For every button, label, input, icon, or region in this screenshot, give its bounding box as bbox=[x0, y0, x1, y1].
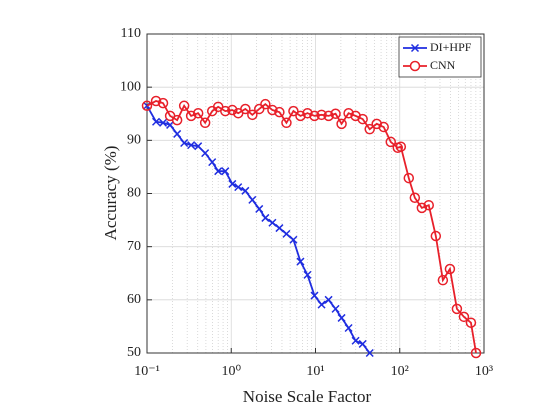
marker bbox=[316, 109, 327, 121]
marker bbox=[166, 120, 175, 129]
x-tick-label: 10¹ bbox=[306, 364, 324, 379]
marker bbox=[423, 199, 435, 211]
legend-marker bbox=[410, 43, 420, 53]
marker bbox=[274, 106, 285, 118]
marker bbox=[199, 117, 211, 129]
plot-frame bbox=[146, 33, 485, 354]
marker bbox=[395, 141, 407, 152]
marker bbox=[430, 230, 442, 242]
marker bbox=[302, 107, 313, 119]
series-line bbox=[146, 105, 371, 354]
marker bbox=[261, 213, 270, 222]
marker bbox=[228, 179, 237, 188]
marker bbox=[268, 218, 277, 227]
x-tick-label: 10² bbox=[391, 364, 409, 379]
marker bbox=[364, 123, 375, 135]
y-tick-label: 60 bbox=[127, 292, 141, 307]
marker bbox=[255, 204, 264, 213]
marker bbox=[220, 105, 231, 117]
marker bbox=[234, 183, 243, 192]
marker bbox=[365, 348, 374, 358]
marker bbox=[267, 104, 278, 116]
y-tick-label: 70 bbox=[127, 239, 141, 254]
marker bbox=[192, 107, 204, 119]
marker bbox=[248, 195, 257, 204]
marker bbox=[403, 172, 415, 184]
marker bbox=[208, 158, 217, 167]
marker bbox=[201, 149, 210, 158]
legend-marker bbox=[409, 60, 421, 72]
marker bbox=[409, 192, 421, 204]
marker bbox=[240, 103, 251, 115]
marker bbox=[465, 317, 477, 328]
marker bbox=[303, 270, 312, 279]
marker bbox=[416, 202, 428, 214]
marker bbox=[289, 235, 298, 244]
marker bbox=[296, 257, 305, 266]
marker bbox=[344, 323, 353, 333]
x-tick-label: 10³ bbox=[475, 364, 493, 379]
marker bbox=[324, 295, 333, 304]
y-tick-label: 110 bbox=[121, 26, 141, 41]
marker bbox=[385, 136, 397, 148]
marker bbox=[173, 129, 182, 138]
y-tick-label: 100 bbox=[120, 79, 141, 94]
marker bbox=[227, 104, 238, 116]
marker bbox=[282, 229, 291, 238]
marker bbox=[343, 107, 354, 119]
marker bbox=[185, 110, 197, 122]
marker bbox=[357, 113, 368, 125]
y-axis-label: Accuracy (%) bbox=[101, 146, 120, 241]
marker bbox=[247, 109, 258, 121]
marker bbox=[194, 142, 203, 151]
marker bbox=[288, 105, 299, 117]
series-line bbox=[146, 100, 477, 354]
legend-label: CNN bbox=[430, 58, 456, 72]
marker bbox=[331, 304, 340, 313]
marker bbox=[451, 303, 463, 315]
marker bbox=[323, 110, 334, 122]
marker bbox=[171, 114, 183, 126]
marker bbox=[317, 300, 326, 309]
marker bbox=[351, 336, 360, 345]
marker bbox=[309, 110, 320, 122]
marker bbox=[180, 138, 189, 148]
legend-label: DI+HPF bbox=[430, 40, 472, 54]
marker bbox=[330, 108, 341, 119]
y-tick-label: 90 bbox=[127, 133, 141, 148]
marker bbox=[152, 117, 161, 126]
marker bbox=[437, 274, 449, 286]
marker bbox=[275, 224, 284, 233]
marker bbox=[470, 347, 482, 359]
marker bbox=[178, 100, 190, 112]
marker bbox=[378, 121, 389, 133]
y-tick-label: 80 bbox=[127, 186, 141, 201]
marker bbox=[141, 100, 153, 112]
marker bbox=[221, 167, 230, 176]
marker bbox=[214, 167, 223, 176]
marker bbox=[358, 339, 367, 348]
y-tick-label: 50 bbox=[127, 345, 141, 360]
marker bbox=[281, 117, 292, 129]
marker bbox=[337, 313, 346, 322]
marker bbox=[444, 263, 456, 275]
marker bbox=[150, 95, 162, 107]
marker bbox=[241, 186, 250, 195]
x-tick-label: 10⁻¹ bbox=[134, 364, 160, 379]
marker bbox=[458, 311, 470, 323]
x-tick-label: 10⁰ bbox=[221, 364, 241, 379]
marker bbox=[310, 291, 319, 300]
marker bbox=[159, 118, 168, 127]
marker bbox=[260, 98, 271, 110]
marker bbox=[295, 110, 306, 122]
marker bbox=[336, 118, 347, 130]
marker bbox=[187, 141, 196, 150]
x-axis-label: Noise Scale Factor bbox=[243, 387, 372, 406]
marker bbox=[157, 97, 169, 109]
